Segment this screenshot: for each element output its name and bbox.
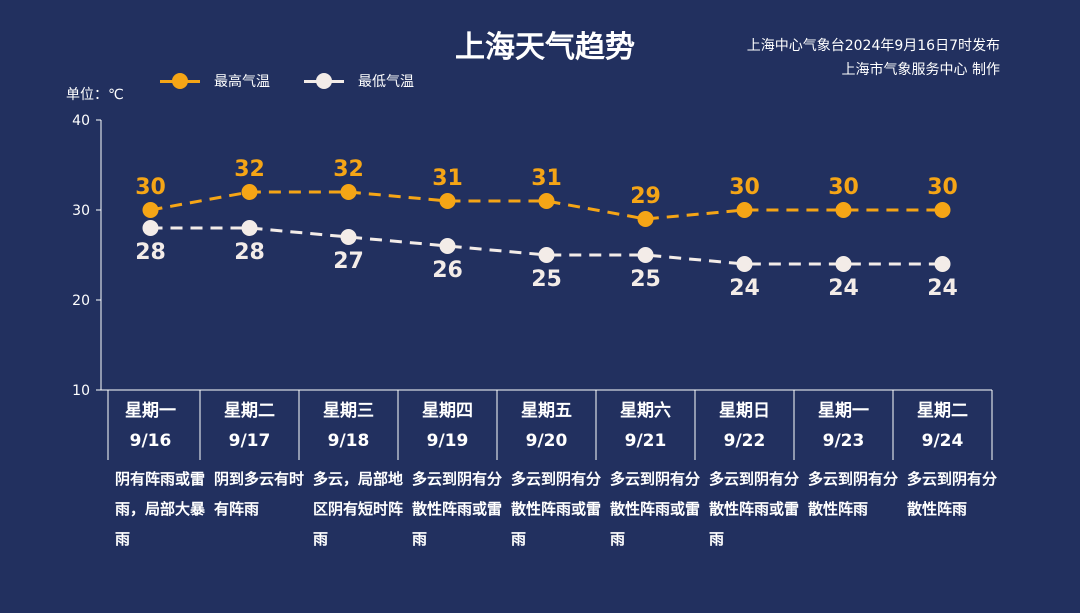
day-cell: 星期二 9/17 <box>200 390 299 460</box>
weekday-label: 星期三 <box>323 401 374 421</box>
point-high <box>142 202 159 218</box>
weekday-label: 星期日 <box>719 401 770 421</box>
point-low <box>637 247 654 263</box>
day-cell: 星期一 9/23 <box>794 390 893 460</box>
weekday-label: 星期一 <box>125 401 176 421</box>
legend-low-label: 最低气温 <box>358 74 414 90</box>
weather-description: 多云到阴有分散性阵雨或雷雨 <box>610 470 701 548</box>
point-high <box>538 193 555 209</box>
weekday-label: 星期五 <box>521 401 572 421</box>
point-high <box>340 184 357 200</box>
data-label-high: 30 <box>927 175 958 200</box>
day-cell: 星期日 9/22 <box>695 390 794 460</box>
data-label-high: 31 <box>432 166 463 191</box>
weather-description: 多云到阴有分散性阵雨或雷雨 <box>709 470 800 548</box>
date-label: 9/17 <box>228 431 271 451</box>
unit-label: 单位：℃ <box>66 87 124 103</box>
legend-low-marker <box>304 71 344 91</box>
publish-line-2: 上海市气象服务中心 制作 <box>841 62 1000 78</box>
point-low <box>538 247 555 263</box>
chart-legend: 最高气温 最低气温 <box>160 70 448 92</box>
legend-high: 最高气温 <box>160 71 270 91</box>
data-label-high: 30 <box>828 175 859 200</box>
weather-description: 阴到多云有时有阵雨 <box>214 470 305 518</box>
data-label-low: 24 <box>927 276 958 301</box>
series-line-low <box>150 226 943 266</box>
data-label-high: 32 <box>333 157 364 182</box>
data-label-low: 28 <box>135 240 166 265</box>
date-label: 9/22 <box>723 431 766 451</box>
date-label: 9/20 <box>525 431 568 451</box>
weather-description: 多云到阴有分散性阵雨或雷雨 <box>511 470 602 548</box>
date-label: 9/16 <box>129 431 172 451</box>
y-tick-label: 20 <box>72 293 90 309</box>
page-title: 上海天气趋势 <box>455 30 635 65</box>
legend-high-marker <box>160 71 200 91</box>
data-label-low: 24 <box>729 276 760 301</box>
point-low <box>736 256 753 272</box>
data-label-low: 25 <box>531 267 562 292</box>
point-low <box>835 256 852 272</box>
weekday-label: 星期一 <box>818 401 869 421</box>
day-cell: 星期六 9/21 <box>596 390 695 460</box>
weather-description: 多云到阴有分散性阵雨 <box>907 470 998 518</box>
weather-description: 阴有阵雨或雷雨，局部大暴雨 <box>115 470 206 548</box>
point-high <box>736 202 753 218</box>
data-label-high: 29 <box>630 184 661 209</box>
day-cell: 星期五 9/20 <box>497 390 596 460</box>
weekday-label: 星期二 <box>224 401 275 421</box>
point-low <box>439 238 456 254</box>
date-label: 9/19 <box>426 431 469 451</box>
weekday-label: 星期二 <box>917 401 968 421</box>
y-tick-label: 40 <box>72 113 90 129</box>
date-label: 9/24 <box>921 431 964 451</box>
day-cell: 星期四 9/19 <box>398 390 497 460</box>
data-label-low: 26 <box>432 258 463 283</box>
legend-low: 最低气温 <box>304 71 414 91</box>
data-label-low: 24 <box>828 276 859 301</box>
point-high <box>835 202 852 218</box>
weather-description: 多云到阴有分散性阵雨 <box>808 470 899 518</box>
point-high <box>934 202 951 218</box>
point-high <box>637 211 654 227</box>
point-low <box>934 256 951 272</box>
data-label-low: 28 <box>234 240 265 265</box>
series-line-high <box>150 190 943 221</box>
day-cell: 星期一 9/16 <box>101 390 200 460</box>
weather-description: 多云，局部地区阴有短时阵雨 <box>313 470 404 548</box>
point-high <box>241 184 258 200</box>
point-low <box>241 220 258 236</box>
data-label-high: 32 <box>234 157 265 182</box>
day-cell: 星期三 9/18 <box>299 390 398 460</box>
data-label-low: 27 <box>333 249 364 274</box>
date-label: 9/18 <box>327 431 370 451</box>
publisher-info: 上海中心气象台2024年9月16日7时发布 上海市气象服务中心 制作 <box>747 34 1000 82</box>
data-label-high: 30 <box>729 175 760 200</box>
publish-line-1: 上海中心气象台2024年9月16日7时发布 <box>746 38 1000 54</box>
day-cell: 星期二 9/24 <box>893 390 992 460</box>
data-label-low: 25 <box>630 267 661 292</box>
data-label-high: 31 <box>531 166 562 191</box>
y-tick-label: 10 <box>72 383 90 399</box>
legend-high-label: 最高气温 <box>214 74 270 90</box>
date-label: 9/21 <box>624 431 667 451</box>
date-label: 9/23 <box>822 431 865 451</box>
weekday-label: 星期四 <box>422 401 473 421</box>
data-label-high: 30 <box>135 175 166 200</box>
weather-description: 多云到阴有分散性阵雨或雷雨 <box>412 470 503 548</box>
point-high <box>439 193 456 209</box>
y-tick-label: 30 <box>72 203 90 219</box>
weekday-label: 星期六 <box>620 401 671 421</box>
point-low <box>340 229 357 245</box>
point-low <box>142 220 159 236</box>
